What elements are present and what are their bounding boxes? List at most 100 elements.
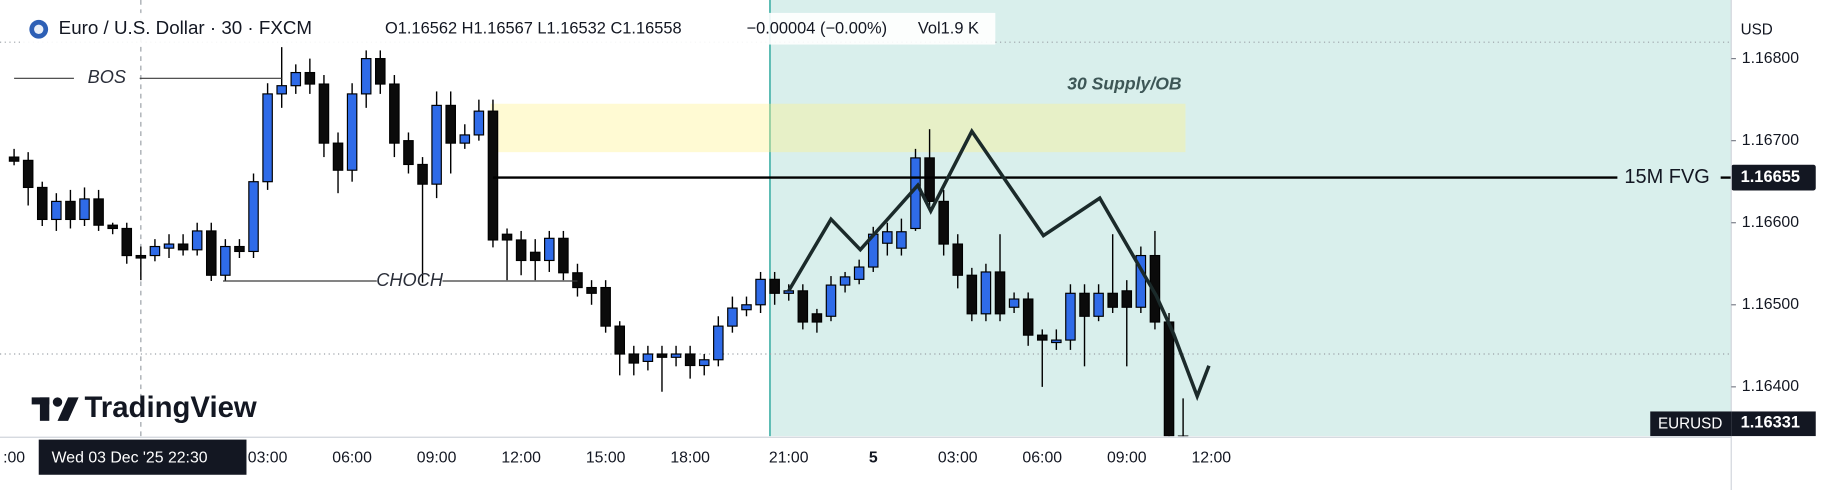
drawn-path — [787, 127, 1211, 402]
candle-body — [783, 290, 795, 294]
crosshair-label: Wed 03 Dec '25 22:30 — [52, 450, 208, 467]
candle-body — [811, 313, 823, 323]
x-tick-label: 15:00 — [586, 450, 626, 467]
last-price-label: 1.16331 — [1741, 414, 1800, 432]
candle-body — [1163, 321, 1175, 437]
candle-body — [698, 359, 710, 367]
level-tag-label: 1.16655 — [1741, 168, 1800, 186]
symbol-icon-inner — [34, 24, 44, 34]
candle-body — [22, 159, 34, 189]
symbol-tag-label: EURUSD — [1658, 415, 1722, 432]
candle-body — [360, 58, 372, 95]
candle-body — [304, 71, 316, 85]
candle-body — [389, 83, 400, 144]
crosshair-tag — [38, 439, 247, 475]
candle-body — [628, 353, 640, 364]
candle-body — [205, 230, 217, 276]
candle-body — [121, 227, 133, 257]
candle-body — [572, 272, 583, 289]
candle-body — [952, 243, 964, 276]
candle-body — [924, 157, 935, 202]
candle-body — [234, 245, 245, 253]
candle-body — [684, 353, 696, 367]
candle-body — [36, 186, 48, 221]
candle-body — [93, 198, 104, 226]
candle-body — [107, 224, 118, 230]
candle-body — [79, 198, 90, 221]
brand-logo — [31, 397, 79, 421]
header-bg — [23, 12, 996, 45]
x-tick-label: 18:00 — [670, 450, 710, 467]
candle-body — [966, 274, 978, 315]
x-tick-label: 09:00 — [417, 450, 457, 467]
candle-body — [825, 284, 837, 317]
candle-body — [149, 245, 161, 257]
candle-body — [614, 325, 626, 355]
candle-body — [262, 93, 273, 183]
level-label: CHOCH — [376, 270, 444, 290]
candle-body — [290, 71, 302, 87]
candle-body — [1051, 339, 1062, 344]
x-tick-label: 09:00 — [1107, 450, 1147, 467]
zone-layer: 30 Supply/OB — [490, 74, 1186, 153]
candle-body — [670, 353, 682, 358]
candle-body — [896, 231, 907, 249]
candle-body — [515, 239, 527, 262]
candle-body — [487, 110, 499, 241]
logo-part — [39, 397, 50, 421]
candle-body — [882, 231, 893, 244]
candle-body — [741, 304, 752, 311]
candle-body — [417, 163, 428, 185]
candle-body — [797, 290, 809, 323]
candle-body — [8, 156, 20, 162]
volume: Vol1.9 K — [918, 20, 979, 38]
ohlc: O1.16562 H1.16567 L1.16532 C1.16558 — [385, 20, 682, 38]
candle-body — [656, 353, 668, 358]
candle-body — [1008, 298, 1020, 308]
candle-body — [529, 251, 541, 262]
y-tick-label: 1.16700 — [1742, 132, 1799, 149]
currency-label: USD — [1741, 22, 1773, 39]
candle-body — [1093, 292, 1104, 317]
candle-body — [473, 110, 485, 136]
level-tag — [1731, 164, 1816, 191]
supply-zone — [490, 103, 1186, 153]
x-tick-label: 21:00 — [769, 450, 809, 467]
candle-body — [248, 181, 259, 253]
candle-body — [994, 271, 1006, 315]
y-tick-label: 1.16800 — [1742, 50, 1799, 67]
candle-body — [642, 353, 654, 362]
candle-body — [1135, 254, 1147, 308]
candle-body — [558, 237, 569, 274]
candle-body — [375, 58, 386, 85]
candle-body — [318, 83, 330, 144]
candle-body — [51, 200, 62, 221]
candle-body — [445, 104, 456, 144]
candle-body — [191, 230, 203, 251]
candle-body — [713, 325, 724, 361]
candle-body — [839, 276, 851, 286]
y-tick-label: 1.16400 — [1742, 378, 1799, 395]
x-tick-label: 06:00 — [1022, 450, 1062, 467]
symbol-title: Euro / U.S. Dollar · 30 · FXCM — [59, 17, 312, 38]
candle-body — [431, 104, 442, 185]
candle-body — [276, 85, 287, 95]
candle-body — [755, 278, 766, 306]
candle-body — [853, 266, 865, 280]
candle-body — [600, 286, 611, 327]
x-tick-label: :00 — [3, 450, 25, 467]
symbol-tag — [1650, 411, 1732, 437]
candle-body — [1065, 292, 1076, 341]
candle-body — [586, 286, 597, 294]
candle-body — [177, 243, 189, 251]
change: −0.00004 (−0.00%) — [746, 20, 887, 38]
candle-body — [403, 140, 414, 166]
x-tick-label: 03:00 — [938, 450, 978, 467]
candle-body — [220, 245, 231, 276]
last-price-tag — [1731, 411, 1816, 437]
candle-body — [332, 142, 344, 171]
candle-body — [1036, 334, 1048, 341]
y-tick-label: 1.16600 — [1742, 214, 1799, 231]
